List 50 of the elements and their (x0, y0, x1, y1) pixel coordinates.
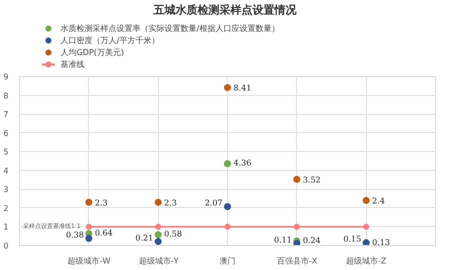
data-label: 8.41 (234, 84, 252, 93)
point (85, 198, 92, 206)
data-label: 0.24 (302, 236, 321, 245)
point (362, 196, 370, 204)
legend-label: 人均GDP(万美元) (60, 48, 124, 57)
data-label: 0.38 (66, 230, 84, 240)
data-label: 2.07 (204, 198, 222, 208)
point (293, 176, 300, 183)
point (294, 224, 300, 230)
point (154, 198, 162, 206)
legend-label: 基准线 (60, 60, 85, 69)
y-tick-label: 7 (3, 110, 9, 120)
point (224, 203, 231, 210)
data-label: 0.21 (135, 234, 154, 243)
data-label: 0.13 (372, 238, 390, 248)
y-tick-label: 2 (3, 204, 9, 213)
data-label: 0.15 (343, 234, 362, 244)
chart-title: 五城水质检测采样点设置情况 (152, 4, 298, 16)
point (363, 224, 370, 230)
data-label: 3.52 (302, 175, 321, 184)
point (224, 84, 231, 92)
x-tick-label: 超级城市-W (68, 256, 110, 266)
data-label: 0.64 (94, 228, 113, 238)
y-tick-label: 0 (3, 242, 9, 250)
x-tick-label: 百强县市-X (276, 256, 318, 266)
data-label: 4.36 (234, 158, 252, 168)
legend-label: 人口密度（万人/平方千米） (60, 36, 160, 45)
point (86, 224, 92, 230)
legend-label: 水质检测采样点设置率（实际设置数量/根据人口应设置数量） (60, 24, 280, 33)
y-tick-label: 5 (3, 148, 9, 157)
point (224, 160, 231, 168)
y-tick-label: 8 (3, 91, 9, 100)
y-tick-label: 1 (3, 222, 9, 232)
y-tick-label: 9 (3, 72, 9, 82)
data-label: 2.3 (164, 198, 177, 208)
point (154, 231, 162, 238)
x-tick-label: 澳门 (220, 256, 236, 266)
y-tick-label: 6 (3, 128, 9, 138)
x-tick-label: 超级城市-Z (346, 256, 387, 266)
data-label: 2.4 (372, 196, 385, 206)
point (155, 224, 162, 230)
data-label: 0.58 (164, 230, 182, 239)
point (224, 224, 230, 230)
y-tick-label: 4 (3, 166, 9, 176)
data-label: 2.3 (94, 198, 108, 208)
point (154, 238, 162, 246)
x-tick-label: 超级城市-Y (138, 256, 179, 266)
y-tick-label: 3 (3, 185, 9, 194)
point (85, 234, 92, 242)
data-label: 0.11 (274, 235, 292, 244)
